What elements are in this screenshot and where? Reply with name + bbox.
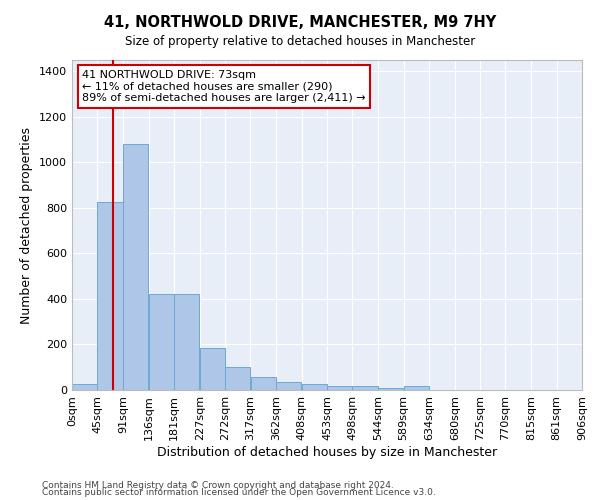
Text: 41 NORTHWOLD DRIVE: 73sqm
← 11% of detached houses are smaller (290)
89% of semi: 41 NORTHWOLD DRIVE: 73sqm ← 11% of detac… [82, 70, 366, 103]
Bar [379, 388, 403, 390]
Bar [327, 386, 352, 390]
Bar [404, 386, 429, 390]
Text: Size of property relative to detached houses in Manchester: Size of property relative to detached ho… [125, 35, 475, 48]
Bar [251, 377, 275, 390]
Bar [200, 348, 225, 390]
Text: Contains HM Land Registry data © Crown copyright and database right 2024.: Contains HM Land Registry data © Crown c… [42, 480, 394, 490]
Text: 41, NORTHWOLD DRIVE, MANCHESTER, M9 7HY: 41, NORTHWOLD DRIVE, MANCHESTER, M9 7HY [104, 15, 496, 30]
Bar [276, 382, 301, 390]
Bar [352, 386, 377, 390]
Bar [174, 294, 199, 390]
Bar [302, 384, 327, 390]
Bar [97, 202, 122, 390]
Bar [124, 144, 148, 390]
X-axis label: Distribution of detached houses by size in Manchester: Distribution of detached houses by size … [157, 446, 497, 458]
Bar [149, 294, 174, 390]
Y-axis label: Number of detached properties: Number of detached properties [20, 126, 34, 324]
Text: Contains public sector information licensed under the Open Government Licence v3: Contains public sector information licen… [42, 488, 436, 497]
Bar [225, 366, 250, 390]
Bar [72, 384, 97, 390]
